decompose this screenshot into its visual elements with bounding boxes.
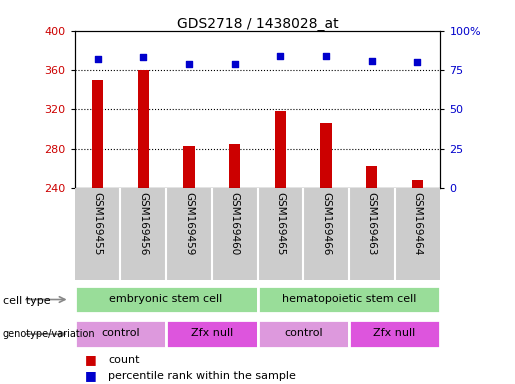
Text: ■: ■ <box>85 353 97 366</box>
Text: Zfx null: Zfx null <box>191 328 233 338</box>
Bar <box>349 320 440 348</box>
Bar <box>274 111 286 188</box>
Point <box>368 58 376 64</box>
Bar <box>138 70 149 188</box>
Point <box>322 53 330 59</box>
Point <box>276 53 284 59</box>
Bar <box>320 123 332 188</box>
Bar <box>183 146 195 188</box>
Bar <box>75 286 258 313</box>
Text: GSM169464: GSM169464 <box>413 192 422 255</box>
Text: GDS2718 / 1438028_at: GDS2718 / 1438028_at <box>177 17 338 31</box>
Bar <box>166 320 258 348</box>
Text: genotype/variation: genotype/variation <box>3 329 95 339</box>
Point <box>231 61 239 67</box>
Point <box>139 55 147 61</box>
Text: GSM169465: GSM169465 <box>276 192 285 255</box>
Bar <box>412 180 423 188</box>
Text: control: control <box>101 328 140 338</box>
Bar <box>258 286 440 313</box>
Text: hematopoietic stem cell: hematopoietic stem cell <box>282 294 416 304</box>
Text: control: control <box>284 328 322 338</box>
Text: ■: ■ <box>85 369 97 382</box>
Point <box>414 59 422 65</box>
Bar <box>258 320 349 348</box>
Text: percentile rank within the sample: percentile rank within the sample <box>108 371 296 381</box>
Text: GSM169455: GSM169455 <box>93 192 102 255</box>
Text: GSM169460: GSM169460 <box>230 192 239 255</box>
Text: GSM169466: GSM169466 <box>321 192 331 255</box>
Bar <box>366 166 377 188</box>
Point <box>93 56 101 62</box>
Bar <box>229 144 241 188</box>
Text: GSM169459: GSM169459 <box>184 192 194 255</box>
Text: cell type: cell type <box>3 296 50 306</box>
Bar <box>92 80 103 188</box>
Text: embryonic stem cell: embryonic stem cell <box>110 294 222 304</box>
Point <box>185 61 193 67</box>
Text: GSM169456: GSM169456 <box>138 192 148 255</box>
Text: count: count <box>108 355 140 365</box>
Text: Zfx null: Zfx null <box>373 328 416 338</box>
Bar <box>75 320 166 348</box>
Text: GSM169463: GSM169463 <box>367 192 377 255</box>
